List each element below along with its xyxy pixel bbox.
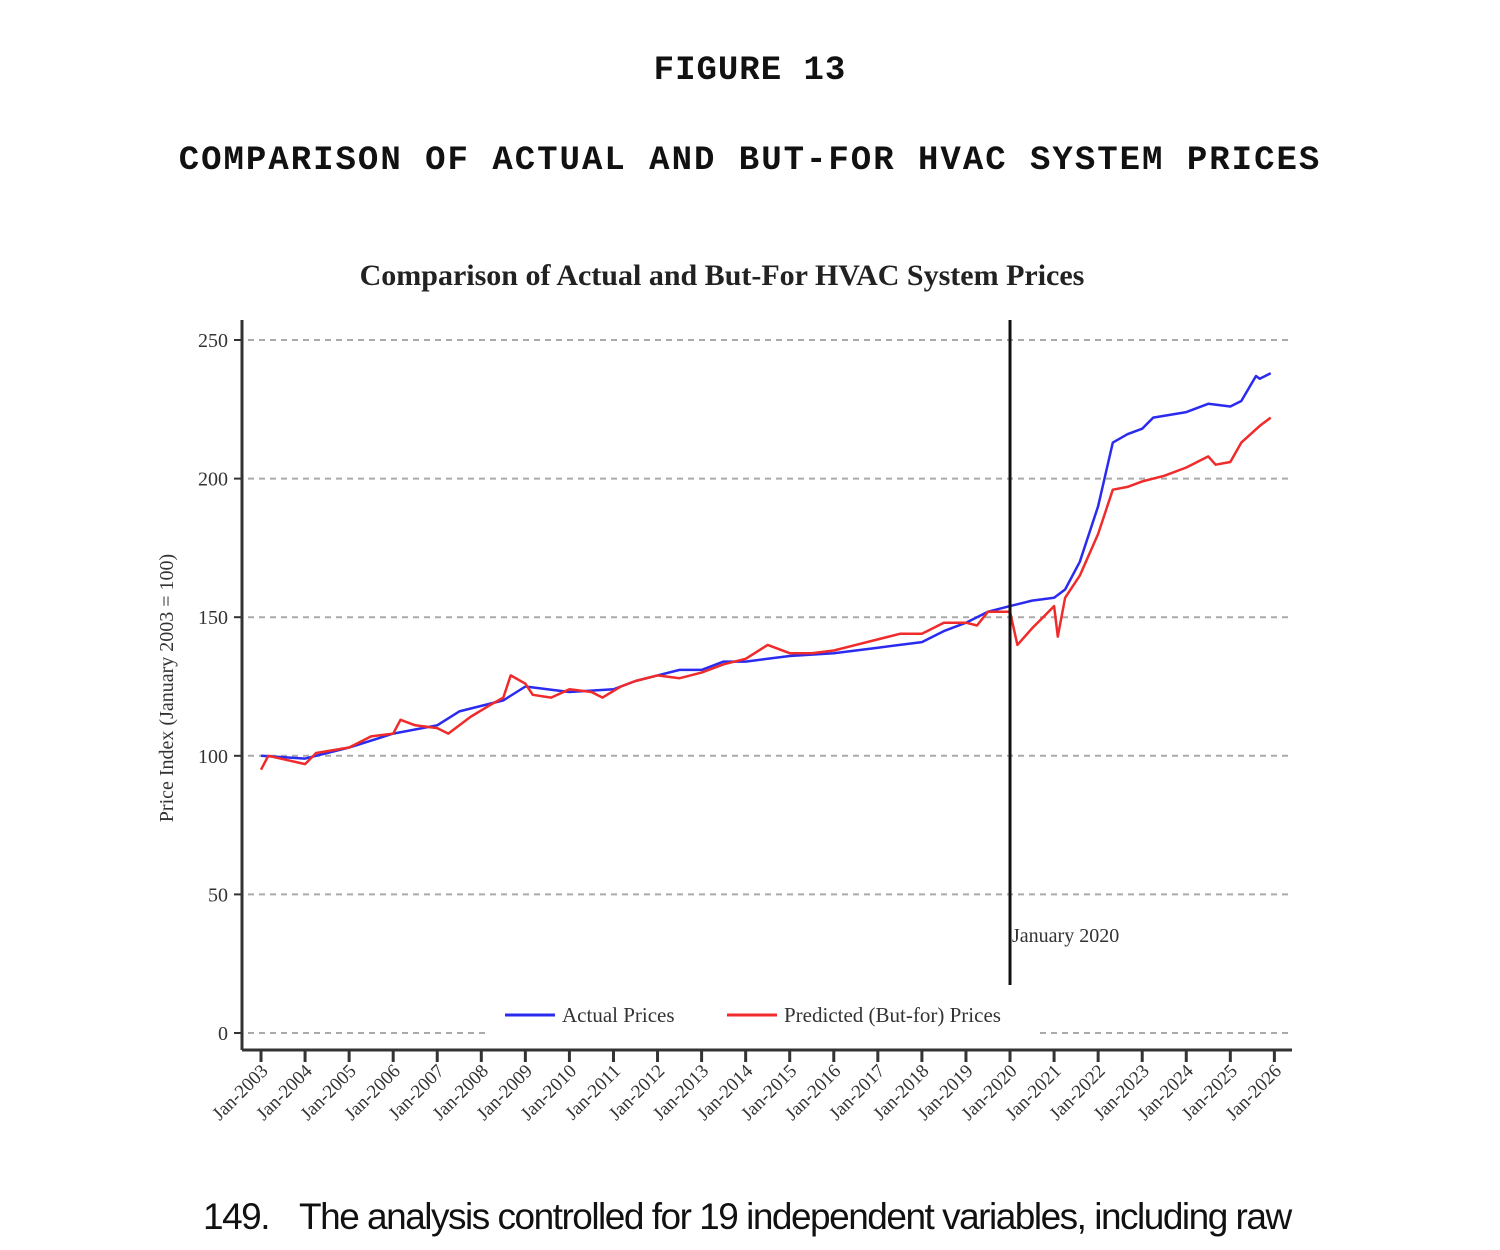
legend-label-predicted: Predicted (But-for) Prices bbox=[784, 1003, 1001, 1027]
figure-title: COMPARISON OF ACTUAL AND BUT-FOR HVAC SY… bbox=[178, 142, 1322, 180]
actual-prices-line bbox=[260, 372, 1272, 760]
paragraph: 149. The analysis controlled for 19 indep… bbox=[203, 1196, 1292, 1238]
y-tick-label: 250 bbox=[198, 330, 228, 352]
y-tick-label: 200 bbox=[198, 469, 228, 491]
legend: Actual Prices Predicted (But-for) Prices bbox=[490, 1000, 1040, 1044]
legend-label-actual: Actual Prices bbox=[562, 1003, 675, 1027]
january-2020-annotation: January 2020 bbox=[1012, 925, 1119, 947]
figure-label: FIGURE 13 bbox=[653, 52, 847, 90]
y-tick-label: 50 bbox=[208, 884, 228, 906]
y-tick-label: 100 bbox=[198, 746, 228, 768]
y-axis-label: Price Index (January 2003 = 100) bbox=[156, 554, 178, 822]
y-tick-label: 150 bbox=[198, 607, 228, 629]
y-tick-label: 0 bbox=[218, 1023, 228, 1045]
paragraph-text: The analysis controlled for 19 independe… bbox=[299, 1196, 1292, 1237]
predicted-prices-line bbox=[259, 416, 1272, 771]
chart-title: Comparison of Actual and But-For HVAC Sy… bbox=[360, 259, 1085, 292]
paragraph-number: 149. bbox=[203, 1196, 271, 1237]
